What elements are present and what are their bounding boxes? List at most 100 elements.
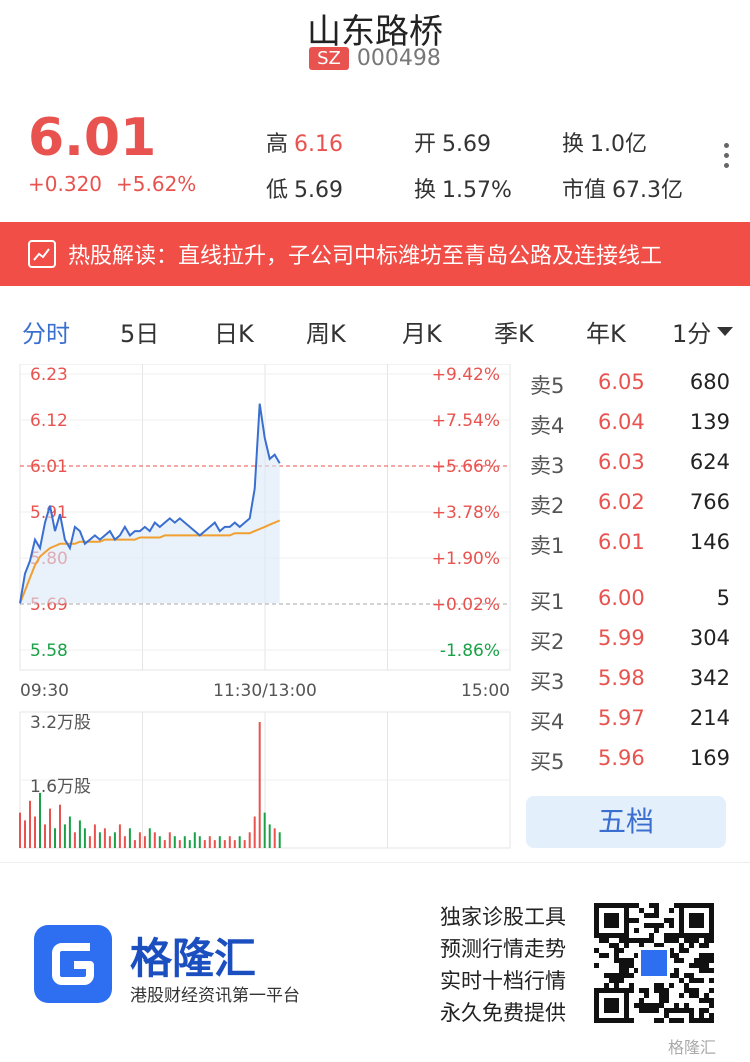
qr-module — [624, 958, 629, 963]
stat-open: 开 5.69 — [414, 132, 491, 157]
tab-monthly-k[interactable]: 月K — [402, 320, 442, 348]
time-label: 11:30/13:00 — [213, 681, 317, 701]
qr-module — [669, 983, 674, 988]
qr-module — [624, 938, 629, 943]
qr-module — [654, 903, 659, 908]
qr-module — [689, 973, 694, 978]
qr-module — [619, 958, 624, 963]
intraday-chart-svg[interactable]: 6.23+9.42%6.12+7.54%6.01+5.66%5.91+3.78%… — [18, 363, 512, 850]
tab-minute-select[interactable]: 1分 — [672, 314, 734, 349]
hot-stock-banner[interactable]: 热股解读：直线拉升，子公司中标潍坊至青岛公路及连接线工 — [0, 222, 750, 286]
volume-tick-label: 1.6万股 — [30, 777, 91, 797]
qr-module — [694, 958, 699, 963]
qr-module — [669, 948, 674, 953]
qr-module — [609, 978, 614, 983]
level-label: 买5 — [530, 750, 565, 774]
tab-quarterly-k[interactable]: 季K — [494, 320, 534, 348]
tab-daily-k[interactable]: 日K — [214, 320, 254, 348]
qr-module — [709, 938, 714, 943]
level-volume: 342 — [689, 666, 730, 690]
qr-module — [629, 938, 634, 943]
qr-module — [659, 988, 664, 993]
qr-module — [654, 908, 659, 913]
intraday-chart[interactable]: 6.23+9.42%6.12+7.54%6.01+5.66%5.91+3.78%… — [18, 363, 512, 854]
tab-yearly-k[interactable]: 年K — [586, 320, 626, 348]
qr-module — [614, 943, 619, 948]
ask-row: 卖1 6.01 146 — [530, 530, 730, 560]
qr-module — [654, 1008, 659, 1013]
price-tick-label: 6.12 — [30, 411, 68, 431]
qr-module — [709, 1013, 714, 1018]
more-options-icon[interactable] — [716, 140, 736, 174]
qr-module — [664, 1008, 669, 1013]
qr-module — [674, 953, 679, 958]
footer-ad: 格隆汇 港股财经资讯第一平台 独家诊股工具 预测行情走势 实时十档行情 永久免费… — [0, 862, 750, 1062]
qr-module — [699, 978, 704, 983]
qr-module — [674, 968, 679, 973]
stock-name: 山东路桥 — [307, 12, 443, 52]
qr-module — [709, 998, 714, 1003]
qr-module — [669, 923, 674, 928]
qr-module — [689, 1008, 694, 1013]
qr-module — [634, 968, 639, 973]
qr-module — [654, 1018, 659, 1023]
qr-module — [679, 978, 684, 983]
qr-module — [674, 958, 679, 963]
level-label: 买4 — [530, 710, 565, 734]
tab-5day[interactable]: 5日 — [120, 320, 160, 348]
qr-module — [704, 953, 709, 958]
tab-intraday[interactable]: 分时 — [22, 320, 70, 348]
trend-chart-icon — [28, 240, 56, 268]
qr-module — [679, 1018, 684, 1023]
qr-module — [604, 983, 609, 988]
qr-module — [614, 973, 619, 978]
qr-module — [674, 903, 679, 908]
level-price: 6.03 — [598, 450, 645, 474]
qr-module — [609, 943, 614, 948]
qr-module — [664, 933, 669, 938]
qr-module — [614, 958, 619, 963]
level-volume: 680 — [689, 370, 730, 394]
qr-module — [619, 973, 624, 978]
qr-logo-icon — [641, 950, 667, 976]
qr-module — [659, 923, 664, 928]
bid-row: 买3 5.98 342 — [530, 666, 730, 696]
qr-module — [699, 1013, 704, 1018]
qr-module — [674, 973, 679, 978]
five-level-button[interactable]: 五档 — [526, 796, 726, 848]
qr-module — [674, 1018, 679, 1023]
level-volume: 5 — [716, 586, 730, 610]
qr-module — [624, 968, 629, 973]
qr-module — [679, 993, 684, 998]
level-price: 6.04 — [598, 410, 645, 434]
bid-row: 买1 6.00 5 — [530, 586, 730, 616]
qr-module — [629, 958, 634, 963]
level-price: 5.98 — [598, 666, 645, 690]
level-label: 卖1 — [530, 534, 565, 558]
pct-tick-label: +1.90% — [432, 549, 500, 569]
qr-module — [694, 963, 699, 968]
qr-module — [664, 1013, 669, 1018]
qr-module — [699, 943, 704, 948]
qr-module — [614, 983, 619, 988]
qr-module — [684, 973, 689, 978]
qr-module — [704, 943, 709, 948]
level-volume: 304 — [689, 626, 730, 650]
promo-line: 预测行情走势 — [440, 937, 566, 961]
level-volume: 146 — [689, 530, 730, 554]
chart-tabs: 分时 5日 日K 周K 月K 季K 年K 1分 — [0, 298, 750, 362]
pct-tick-label: +9.42% — [432, 365, 500, 385]
ask-row: 卖3 6.03 624 — [530, 450, 730, 480]
tab-weekly-k[interactable]: 周K — [306, 320, 346, 348]
qr-module — [699, 958, 704, 963]
qr-module — [679, 1008, 684, 1013]
qr-module — [669, 933, 674, 938]
level-label: 卖5 — [530, 374, 565, 398]
qr-module — [694, 1018, 699, 1023]
qr-module — [704, 1008, 709, 1013]
qr-module — [654, 913, 659, 918]
brand-name: 格隆汇 — [130, 934, 257, 983]
qr-module — [689, 943, 694, 948]
qr-module — [659, 993, 664, 998]
pct-tick-label: +3.78% — [432, 503, 500, 523]
